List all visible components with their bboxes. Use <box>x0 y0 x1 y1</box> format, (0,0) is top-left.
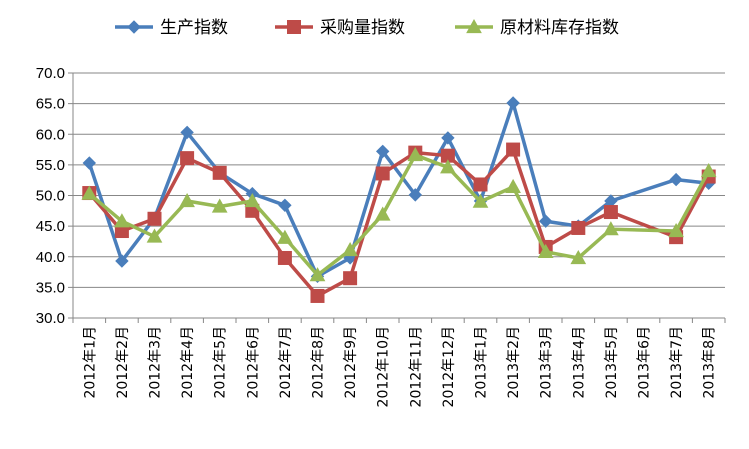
x-tick-label: 2013年7月 <box>669 326 685 399</box>
y-tick-label: 65.0 <box>36 96 65 113</box>
y-tick-label: 55.0 <box>36 157 65 174</box>
y-tick-label: 70.0 <box>36 65 65 82</box>
data-point <box>408 188 423 202</box>
series-2 <box>81 147 717 282</box>
data-point <box>472 193 489 208</box>
data-point <box>603 205 618 220</box>
data-point <box>375 144 390 159</box>
data-point <box>277 229 293 244</box>
data-point <box>277 250 292 265</box>
data-point <box>114 213 130 228</box>
x-tick-label: 2012年4月 <box>180 326 196 399</box>
data-point <box>506 142 521 157</box>
x-tick-label: 2013年1月 <box>474 326 490 399</box>
x-tick-label: 2012年2月 <box>115 326 131 399</box>
data-point <box>538 214 553 228</box>
data-point <box>375 166 390 181</box>
x-tick-label: 2012年9月 <box>343 326 359 399</box>
legend-swatch-marker <box>127 20 141 34</box>
data-point <box>603 221 619 236</box>
x-tick-label: 2012年6月 <box>245 326 261 399</box>
legend-label: 采购量指数 <box>320 18 405 38</box>
data-point <box>211 198 228 213</box>
data-point <box>374 206 391 221</box>
data-point <box>570 249 587 265</box>
data-point <box>244 192 261 208</box>
data-point <box>310 288 325 303</box>
data-point <box>146 228 163 243</box>
x-tick-label: 2013年8月 <box>702 326 718 399</box>
x-tick-label: 2013年5月 <box>604 326 620 399</box>
data-point <box>180 125 194 140</box>
data-point <box>668 222 684 238</box>
legend-swatch-marker <box>466 18 482 34</box>
x-tick-label: 2012年11月 <box>408 326 424 407</box>
data-point <box>179 192 195 208</box>
data-point <box>343 271 358 286</box>
data-point <box>537 243 554 258</box>
x-tick-label: 2012年8月 <box>311 326 327 399</box>
y-tick-label: 30.0 <box>36 310 65 327</box>
legend-swatch-marker <box>287 20 301 34</box>
x-tick-label: 2012年3月 <box>148 326 164 399</box>
series-lines <box>81 96 717 303</box>
data-point <box>342 241 358 257</box>
data-point <box>505 178 521 194</box>
y-tick-label: 35.0 <box>36 279 65 296</box>
x-tick-label: 2013年3月 <box>539 326 555 399</box>
x-tick-label: 2013年4月 <box>571 326 587 399</box>
data-point <box>115 254 129 268</box>
data-point <box>700 162 717 178</box>
legend-item: 采购量指数 <box>275 18 405 38</box>
data-point <box>440 159 456 174</box>
legend-label: 生产指数 <box>160 18 228 38</box>
x-tick-label: 2012年12月 <box>441 326 457 407</box>
series-line <box>87 101 709 279</box>
axes: 30.0 35.0 40.0 45.0 50.0 55.0 60.0 65.0 70.0 2012… <box>36 65 726 407</box>
data-point <box>309 267 326 282</box>
series-1 <box>82 142 716 303</box>
legend-item: 生产指数 <box>115 18 228 38</box>
x-tick-label: 2012年7月 <box>278 326 294 399</box>
x-tick-label: 2013年2月 <box>506 326 522 399</box>
data-point <box>82 156 97 170</box>
data-point <box>180 151 195 166</box>
data-point <box>473 177 488 192</box>
legend-item: 原材料库存指数 <box>455 18 619 38</box>
y-tick-label: 40.0 <box>36 249 65 266</box>
x-tick-label: 2012年5月 <box>213 326 229 399</box>
data-point <box>571 220 586 235</box>
data-point <box>441 131 455 145</box>
data-point <box>147 211 162 226</box>
data-point <box>278 198 292 213</box>
x-tick-label: 2012年1月 <box>82 326 98 399</box>
data-point <box>407 147 424 162</box>
series-0 <box>82 96 716 284</box>
data-point <box>506 96 520 110</box>
data-point <box>212 165 227 180</box>
x-tick-label: 2012年10月 <box>376 326 392 407</box>
data-point <box>81 185 98 200</box>
y-tick-label: 60.0 <box>36 126 65 143</box>
y-tick-label: 50.0 <box>36 188 65 205</box>
legend-label: 原材料库存指数 <box>500 18 619 38</box>
x-tick-label: 2013年6月 <box>637 326 653 399</box>
data-point <box>669 172 683 187</box>
legend: 生产指数 采购量指数 原材料库存指数 <box>115 18 619 38</box>
y-tick-label: 45.0 <box>36 218 65 235</box>
